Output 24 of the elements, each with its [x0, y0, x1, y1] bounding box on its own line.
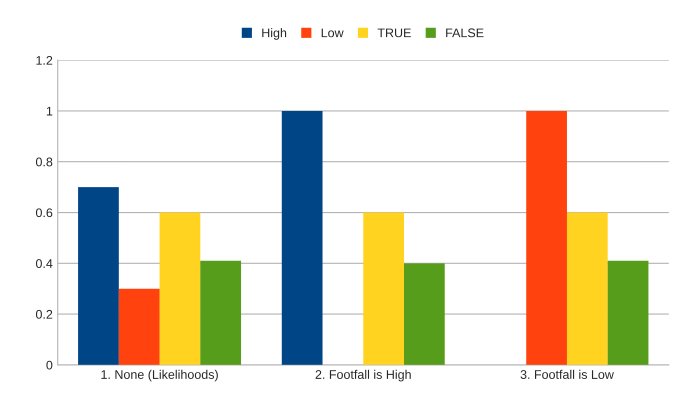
bar	[118, 288, 160, 365]
bar	[160, 212, 200, 365]
legend-label: FALSE	[446, 28, 484, 38]
legend-label: TRUE	[378, 28, 411, 38]
bar	[200, 260, 242, 365]
y-tick-label: 0	[46, 360, 52, 370]
y-tick-label: 0.8	[36, 158, 52, 166]
bar	[363, 212, 404, 365]
bar	[608, 260, 648, 365]
x-tick-label: 3. Footfall is Low	[520, 370, 614, 379]
y-tick-label: 0.6	[36, 208, 52, 218]
legend-label: Low	[322, 28, 344, 38]
bar	[282, 110, 323, 365]
bar	[78, 187, 119, 365]
y-tick-label: 0.4	[36, 259, 52, 268]
bar	[566, 212, 608, 365]
x-tick-label: 2. Footfall is High	[316, 370, 411, 382]
y-tick-label: 0.2	[36, 310, 52, 319]
x-tick-label: 1. None (Likelihoods)	[101, 370, 218, 382]
bar	[526, 110, 567, 365]
y-tick-label: 1.2	[36, 56, 52, 65]
y-tick-label: 1	[46, 106, 52, 116]
legend-label: High	[262, 28, 286, 40]
bar	[404, 263, 445, 365]
